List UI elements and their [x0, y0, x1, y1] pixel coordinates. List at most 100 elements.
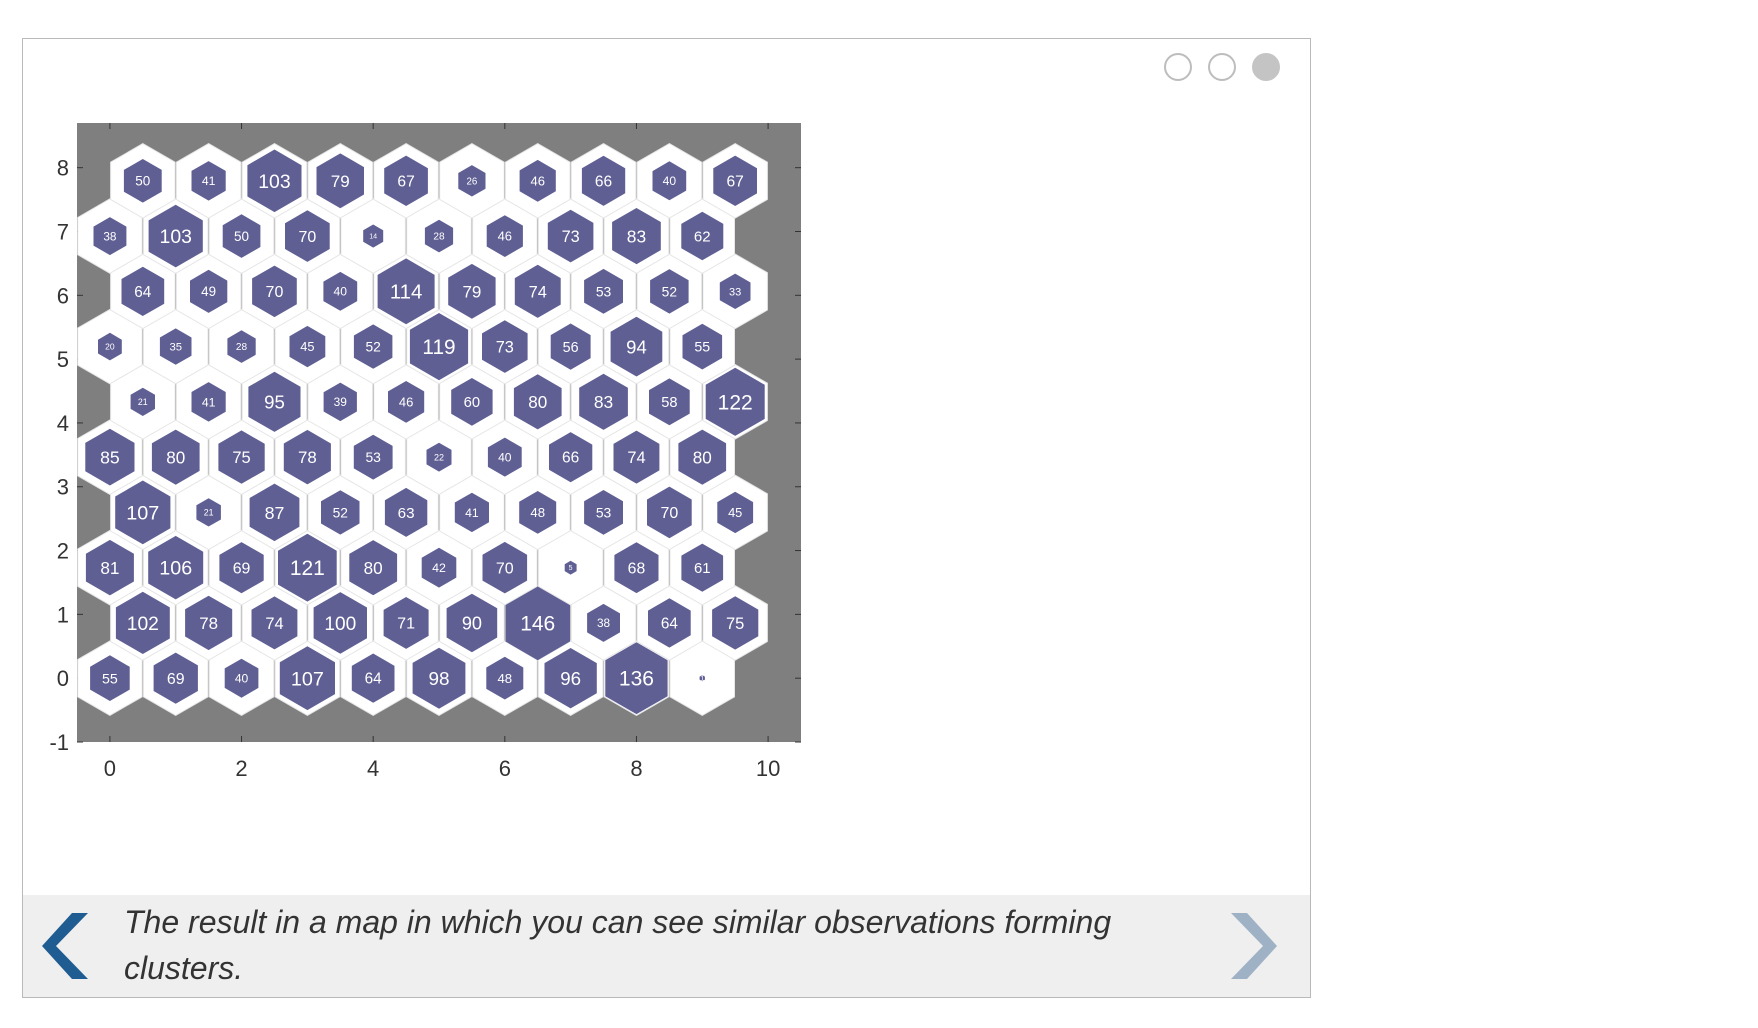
hit-marker	[247, 149, 302, 213]
hit-count-label: 38	[103, 229, 117, 243]
hit-marker	[191, 161, 226, 201]
hit-marker	[424, 219, 454, 253]
hit-count-label: 87	[265, 503, 285, 523]
hit-count-label: 41	[202, 174, 216, 188]
hit-marker	[409, 313, 469, 381]
hit-count-label: 48	[497, 671, 512, 686]
y-tick-label: 4	[57, 411, 69, 436]
y-tick-label: 6	[57, 283, 69, 308]
hit-count-label: 70	[660, 505, 678, 522]
hit-count-label: 122	[718, 391, 753, 414]
hit-count-label: 46	[498, 229, 512, 244]
y-tick-label: 7	[57, 219, 69, 244]
hit-marker	[712, 596, 759, 650]
pager-dot-2[interactable]	[1208, 53, 1236, 81]
hit-count-label: 80	[364, 559, 383, 578]
y-tick-label: 5	[57, 347, 69, 372]
pager-dot-1[interactable]	[1164, 53, 1192, 81]
hit-marker	[647, 486, 692, 539]
hit-marker	[519, 491, 557, 534]
hit-count-label: 63	[398, 505, 415, 522]
hit-count-label: 26	[467, 176, 478, 187]
hit-count-label: 78	[298, 448, 317, 467]
hit-marker	[605, 642, 668, 715]
hit-marker	[550, 323, 591, 370]
carousel-frame: 0 2 4 6 8 10 -1 0 1 2 3 4 5 6 7 8 55 69 40 107 64 98 48 96 136 1 1…	[22, 38, 1311, 998]
hit-marker	[115, 480, 171, 545]
hit-marker	[196, 498, 221, 527]
hit-count-label: 60	[464, 395, 480, 411]
hit-marker	[717, 491, 754, 534]
hit-count-label: 20	[105, 342, 115, 352]
hit-marker	[648, 598, 691, 648]
hit-marker	[159, 328, 192, 365]
hit-count-label: 50	[234, 229, 249, 244]
slide-caption: The result in a map in which you can see…	[124, 904, 1112, 986]
hit-count-label: 75	[726, 615, 744, 633]
hit-marker	[612, 208, 661, 265]
hit-marker	[85, 428, 135, 486]
hit-count-label: 35	[169, 342, 182, 354]
x-tick-label: 2	[235, 756, 247, 781]
hit-count-label: 85	[100, 447, 120, 467]
hit-marker	[321, 490, 360, 535]
x-tick-label: 0	[104, 756, 116, 781]
hit-count-label: 73	[496, 338, 514, 356]
hit-count-label: 96	[560, 668, 581, 689]
hit-count-label: 80	[528, 393, 547, 412]
hit-marker	[650, 269, 689, 314]
hit-count-label: 74	[627, 449, 645, 467]
hit-count-label: 55	[694, 340, 710, 356]
hit-count-label: 22	[434, 452, 444, 462]
hit-count-label: 28	[236, 342, 248, 353]
hit-count-label: 107	[126, 503, 159, 525]
x-tick-label: 4	[367, 756, 379, 781]
x-tick-label: 10	[756, 756, 780, 781]
hit-marker	[98, 332, 122, 361]
hit-count-label: 64	[134, 284, 152, 301]
hit-count-label: 70	[298, 229, 316, 246]
hit-count-label: 136	[619, 668, 654, 691]
hit-marker	[384, 155, 428, 206]
hit-count-label: 78	[199, 614, 218, 633]
hit-marker	[446, 593, 498, 653]
prev-slide-button[interactable]	[33, 905, 103, 987]
hit-count-label: 66	[595, 173, 612, 190]
hit-count-label: 74	[265, 615, 283, 633]
y-tick-label: 0	[57, 666, 69, 691]
hit-count-label: 98	[428, 669, 449, 690]
hit-marker	[514, 264, 561, 318]
hit-count-label: 102	[127, 614, 159, 635]
hit-marker	[353, 324, 393, 369]
hit-count-label: 48	[530, 505, 545, 520]
hit-marker	[388, 381, 425, 423]
hit-count-label: 52	[366, 340, 381, 355]
hit-marker	[682, 323, 723, 370]
hit-marker	[323, 271, 358, 311]
next-slide-button[interactable]	[1216, 905, 1286, 987]
hit-count-label: 40	[498, 450, 512, 464]
hit-marker	[564, 560, 577, 575]
pager-dot-3[interactable]	[1252, 53, 1280, 81]
hit-count-label: 52	[333, 505, 348, 520]
hit-marker	[123, 159, 162, 203]
hit-marker	[482, 541, 528, 594]
hit-marker	[323, 382, 357, 422]
hit-count-label: 49	[201, 284, 216, 299]
chevron-left-icon	[42, 913, 88, 979]
hit-count-label: 1	[700, 676, 704, 683]
x-tick-label: 8	[630, 756, 642, 781]
hit-count-label: 80	[693, 448, 712, 467]
hit-count-label: 45	[728, 505, 742, 520]
hit-marker	[384, 487, 428, 537]
y-tick-label: 8	[57, 156, 69, 181]
hit-marker	[115, 591, 170, 654]
hit-count-label: 69	[167, 671, 185, 688]
hit-count-label: 40	[334, 285, 348, 299]
caption-bar: The result in a map in which you can see…	[23, 895, 1310, 997]
hit-marker	[93, 217, 127, 256]
hit-marker	[251, 596, 298, 650]
hit-count-label: 42	[432, 561, 446, 575]
hit-count-label: 46	[399, 395, 413, 410]
hit-count-label: 80	[166, 448, 185, 467]
